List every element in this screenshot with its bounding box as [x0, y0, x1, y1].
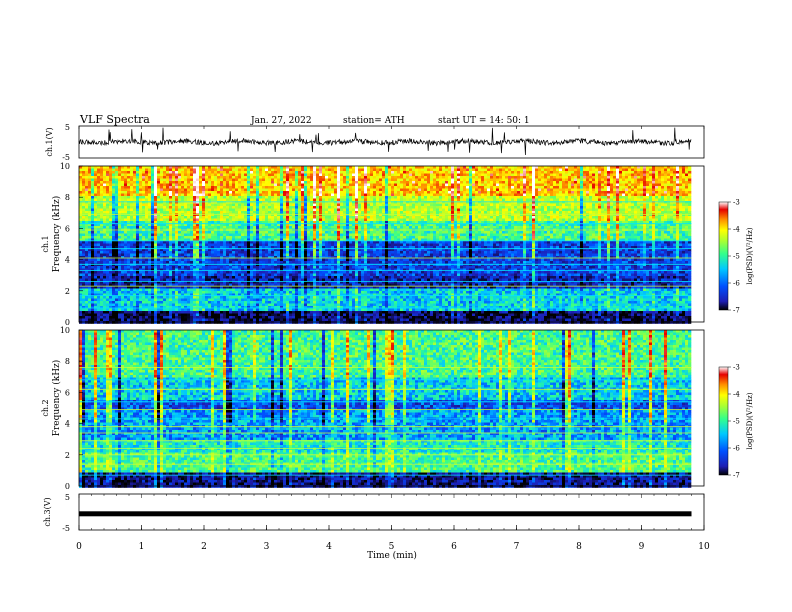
no-data-strip	[691, 330, 704, 486]
figure-title: VLF Spectra	[79, 113, 150, 126]
spec-ytick-label: 6	[65, 224, 70, 233]
ch1-ytick-top: 5	[65, 123, 70, 132]
station-label: station= ATH	[343, 116, 405, 126]
spec2-colorbar-label: log(PSD)(V²/Hz)	[746, 392, 754, 449]
xtick-label: 5	[389, 542, 395, 552]
ch1-ytick-bottom: -5	[62, 153, 70, 162]
spec-ytick-label: 2	[65, 287, 70, 296]
ch3-trace-band	[79, 511, 692, 517]
xtick-label: 6	[451, 542, 457, 552]
ch3-waveform	[78, 494, 705, 517]
colorbar-tick-label: -4	[733, 391, 740, 399]
ch1-ylabel: ch.1(V)	[45, 127, 54, 156]
xtick-label: 4	[326, 542, 332, 552]
spec1-frame	[78, 165, 705, 323]
spec1-colorbar-label: log(PSD)(V²/Hz)	[746, 227, 754, 284]
spec1-colorbar	[718, 201, 729, 311]
xtick-label: 2	[201, 542, 207, 552]
colorbar-tick-label: -3	[733, 199, 740, 207]
colorbar-tick-label: -5	[733, 253, 740, 261]
time-axis-label: Time (min)	[367, 550, 417, 561]
spec2-heatmap	[79, 330, 704, 488]
spec2-ylabel: Frequency (kHz)	[51, 360, 62, 437]
colorbar-tick-label: -4	[733, 226, 740, 234]
ch3-panel: 5 -5 ch.3(V)	[43, 493, 705, 533]
colorbar-tick-label: -6	[733, 445, 740, 453]
ch1-trace-line	[78, 127, 692, 156]
spec-ytick-label: 8	[65, 193, 70, 202]
spec-ytick-label: 4	[65, 420, 70, 429]
spec-ytick-label: 0	[65, 482, 70, 491]
ch3-ytick-bottom: -5	[62, 524, 70, 533]
spec-ytick-label: 10	[60, 162, 70, 171]
spec1-ylabel: Frequency (kHz)	[51, 196, 62, 273]
spec-ytick-label: 10	[60, 326, 70, 335]
colorbar-tick-label: -3	[733, 364, 740, 372]
xtick-label: 0	[76, 542, 82, 552]
spec-ytick-label: 8	[65, 357, 70, 366]
time-axis: 0 1 2 3 4 5 6 7 8 9 10	[76, 525, 710, 552]
ch3-ytick-top: 5	[65, 493, 70, 502]
colorbar-tick-label: -7	[733, 307, 740, 315]
xtick-label: 8	[576, 542, 582, 552]
xtick-label: 7	[514, 542, 520, 552]
colorbar-tick-label: -7	[733, 472, 740, 480]
xtick-label: 3	[264, 542, 270, 552]
spec1-heatmap	[79, 166, 704, 324]
spec1-colorbar-ticks: -3 -4 -5 -6 -7	[728, 199, 740, 315]
spec2-channel-label: ch.2	[41, 399, 50, 416]
colorbar-tick-label: -6	[733, 280, 740, 288]
spec-ytick-label: 4	[65, 256, 70, 265]
spec2-frame	[78, 329, 705, 487]
spec2-colorbar	[718, 366, 729, 476]
spec2-colorbar-ticks: -3 -4 -5 -6 -7	[728, 364, 740, 480]
xtick-label: 1	[139, 542, 145, 552]
spec-ytick-label: 0	[65, 318, 70, 327]
colorbar-tick-label: -5	[733, 418, 740, 426]
spec-ytick-label: 6	[65, 388, 70, 397]
xtick-label: 9	[639, 542, 645, 552]
ch1-waveform	[78, 126, 705, 156]
start-time-label: start UT = 14: 50: 1	[438, 116, 530, 126]
ch1-panel: 5 -5 ch.1(V)	[45, 123, 705, 162]
spec1-channel-label: ch.1	[41, 235, 50, 252]
date-label: Jan. 27, 2022	[250, 116, 312, 126]
spec-ytick-label: 2	[65, 451, 70, 460]
ch3-ylabel: ch.3(V)	[43, 497, 52, 526]
no-data-strip	[691, 166, 704, 322]
xtick-label: 10	[698, 542, 710, 552]
